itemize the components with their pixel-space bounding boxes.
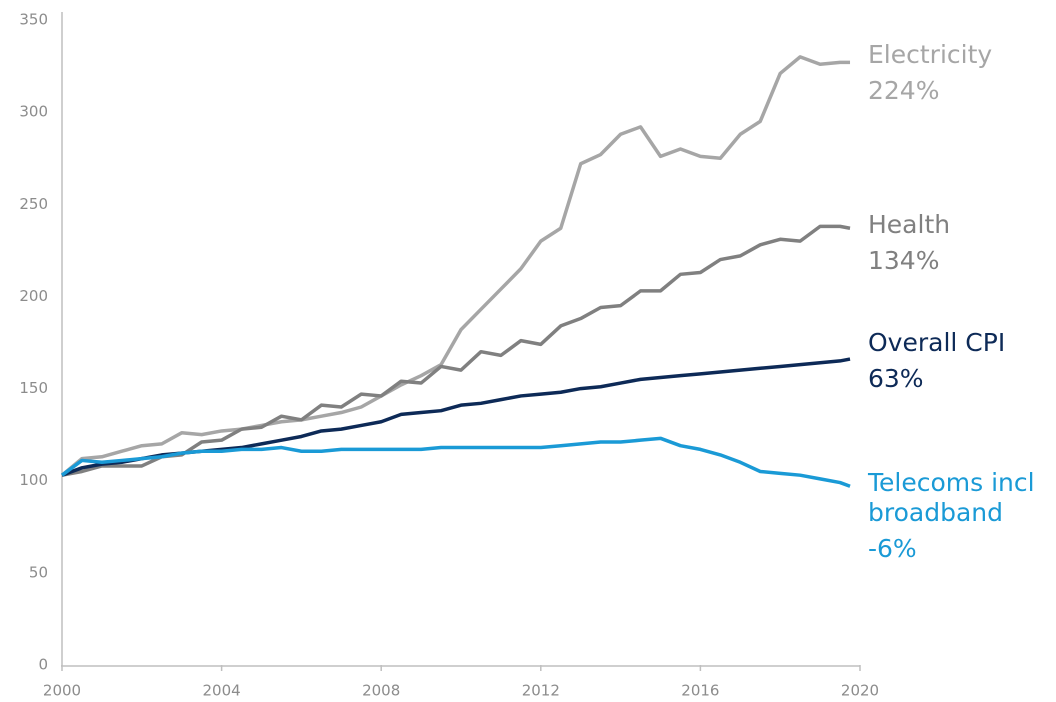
- x-tick-label: 2004: [203, 682, 241, 700]
- y-tick-label: 100: [19, 471, 48, 489]
- y-tick-label: 50: [29, 563, 48, 581]
- x-tick-label: 2012: [522, 682, 560, 700]
- y-tick-label: 350: [19, 11, 48, 29]
- series-name: Overall CPI: [868, 328, 1006, 357]
- series-change: 134%: [868, 246, 940, 275]
- y-tick-label: 200: [19, 287, 48, 305]
- x-tick-label: 2016: [681, 682, 719, 700]
- series-label: Electricity 224%: [868, 40, 1056, 106]
- y-tick-label: 300: [19, 103, 48, 121]
- series-label: Overall CPI 63%: [868, 328, 1056, 394]
- series-name: Telecoms incl broadband: [868, 468, 1035, 527]
- y-tick-label: 150: [19, 379, 48, 397]
- y-tick-label: 250: [19, 195, 48, 213]
- x-tick-label: 2000: [43, 682, 81, 700]
- x-tick-label: 2020: [841, 682, 879, 700]
- series-label: Health 134%: [868, 210, 1056, 276]
- series-name: Health: [868, 210, 951, 239]
- series-label: Telecoms incl broadband -6%: [868, 468, 1056, 564]
- series-name: Electricity: [868, 40, 993, 69]
- x-tick-label: 2008: [362, 682, 400, 700]
- series-line: [61, 224, 851, 477]
- y-tick-label: 0: [38, 656, 48, 674]
- series-line: [60, 436, 851, 488]
- series-line: [60, 55, 851, 477]
- series-change: -6%: [868, 534, 917, 563]
- series-change: 63%: [868, 364, 924, 393]
- series-change: 224%: [868, 76, 940, 105]
